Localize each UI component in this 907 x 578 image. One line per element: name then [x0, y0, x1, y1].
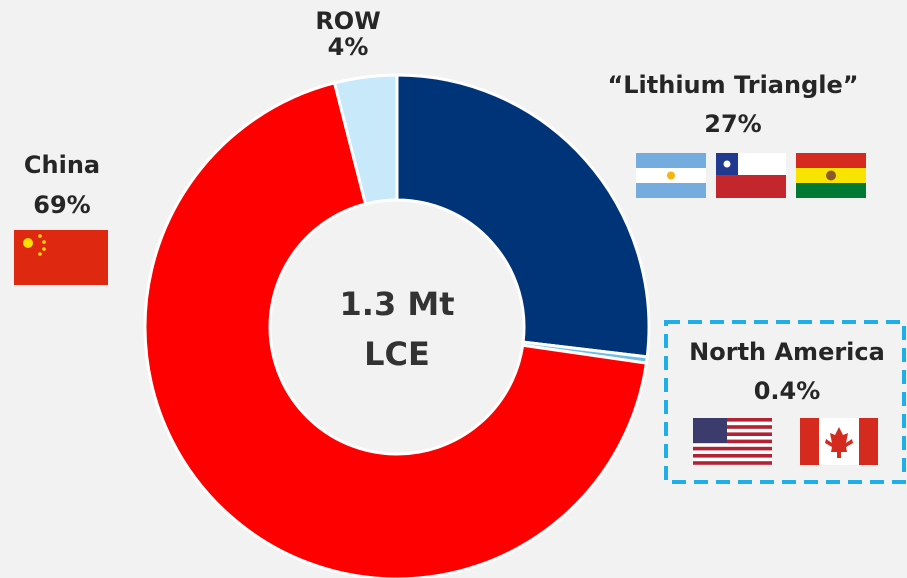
category-label: China [24, 151, 100, 179]
slice [143, 81, 649, 578]
category-label: North America [689, 338, 885, 366]
flag-usa [693, 418, 772, 465]
value-label: 69% [33, 191, 90, 219]
category-label: ROW [315, 7, 380, 35]
center-label: 1.3 Mt [340, 285, 455, 323]
flag-china [14, 230, 108, 285]
center-label: LCE [364, 335, 430, 373]
slice [395, 73, 651, 359]
slice [332, 73, 399, 206]
value-label: 0.4% [754, 377, 821, 405]
flag-bolivia [796, 153, 866, 198]
highlight-box [664, 320, 906, 484]
value-label: 4% [328, 33, 369, 61]
flag-argentina [636, 153, 706, 198]
flag-chile [716, 153, 786, 198]
value-label: 27% [704, 110, 761, 138]
donut [143, 73, 651, 578]
category-label: “Lithium Triangle” [607, 71, 858, 99]
flag-canada [800, 418, 878, 465]
